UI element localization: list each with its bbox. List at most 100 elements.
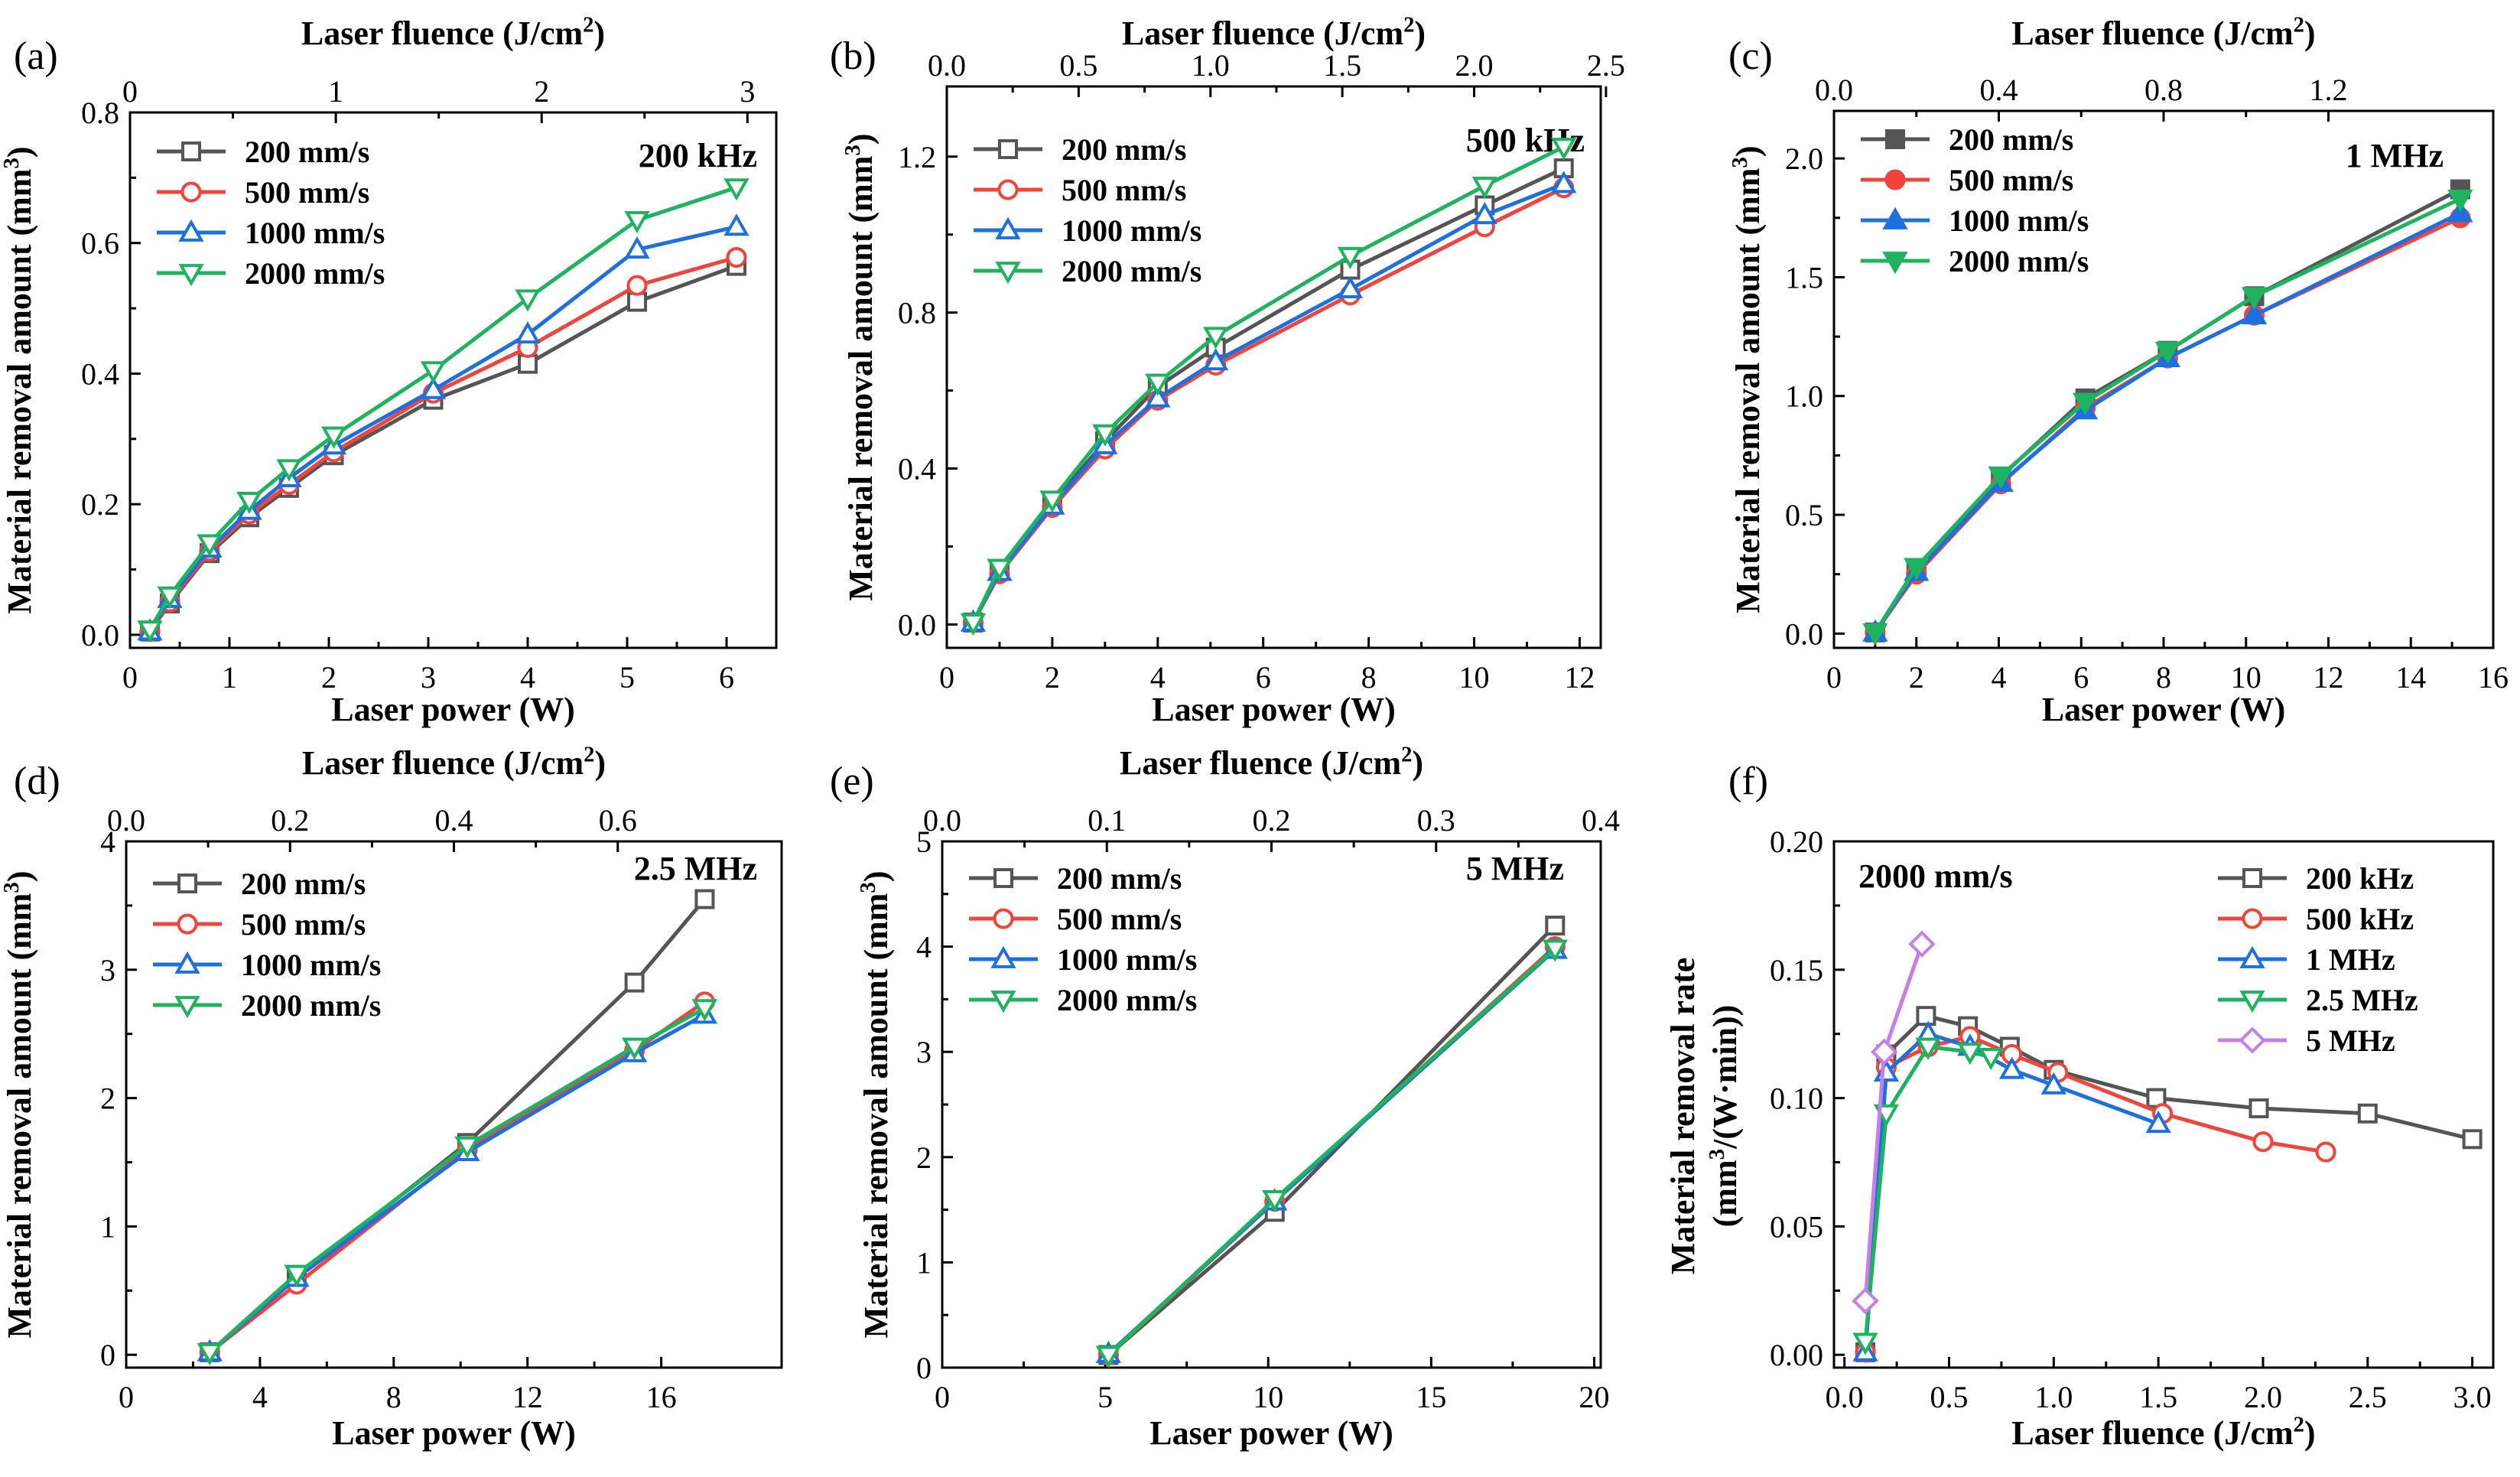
data-point: [1337, 246, 1364, 269]
legend-item: 2000 mm/s: [157, 256, 385, 291]
y-tick-label: 1.2: [898, 140, 936, 174]
panel-label: (b): [830, 34, 876, 78]
legend-item: 200 mm/s: [969, 861, 1182, 896]
x-tick-label: 5: [619, 660, 635, 695]
y-axis-title-close: ): [1, 146, 38, 158]
series-line: [148, 255, 737, 633]
x-tick-label: 12: [1564, 660, 1595, 695]
x-axis-title: Laser power (W): [1152, 691, 1396, 728]
x-tick-label: 0.5: [1930, 1380, 1969, 1414]
x2-tick-label: 0.0: [1815, 73, 1853, 107]
x2-axis-title-exp: 2: [583, 13, 593, 37]
y-tick-label: 4: [916, 930, 932, 965]
legend-marker: [2242, 868, 2262, 888]
data-point: [1852, 1287, 1879, 1315]
panel-label: (e): [830, 760, 874, 803]
x2-axis-title-text: Laser fluence (J/cm: [301, 15, 583, 52]
x2-tick-label: 0.2: [271, 803, 309, 838]
series-2000-mm-s: [137, 178, 749, 643]
plot-frame: [1832, 109, 2495, 649]
legend-label: 1000 mm/s: [1949, 203, 2089, 238]
y-tick-label: 3: [100, 953, 115, 987]
data-point: [1262, 1189, 1288, 1213]
data-point: [518, 353, 538, 374]
data-point: [2154, 341, 2181, 364]
data-point: [1908, 930, 1936, 958]
x-tick-label: 1.5: [2139, 1380, 2177, 1414]
plot-frame: [1832, 840, 2495, 1369]
series-2000-mm-s: [960, 138, 1577, 636]
legend-marker: [1885, 129, 1905, 149]
data-point: [1915, 1037, 1941, 1060]
x2-axis-title-exp: 2: [1403, 13, 1414, 37]
y-tick-label: 1: [100, 1209, 115, 1244]
legend-marker: [2239, 991, 2265, 1013]
series-line: [971, 182, 1565, 624]
x2-tick-label: 0: [122, 74, 138, 109]
legend-marker: [181, 142, 201, 161]
legend-marker: [995, 262, 1021, 285]
x-tick-label: 8: [2156, 660, 2171, 695]
data-point: [1551, 138, 1577, 161]
x-tick-label: 16: [2478, 660, 2509, 695]
data-point: [1095, 1345, 1122, 1368]
x-tick-label: 16: [646, 1380, 677, 1414]
x-tick-label: 2.5: [2349, 1380, 2387, 1414]
data-point: [624, 972, 645, 993]
x2-axis-title-close: ): [593, 15, 605, 52]
x-axis-title: Laser power (W): [332, 1414, 576, 1452]
data-point: [2040, 1072, 2066, 1095]
y-axis-title-exp: 3: [1728, 157, 1752, 168]
data-point: [1862, 623, 1888, 646]
x-axis-title: Laser power (W): [331, 691, 575, 728]
data-point: [1870, 1038, 1898, 1065]
y-tick-label: 0.00: [1770, 1338, 1823, 1372]
data-point: [1916, 1006, 1936, 1026]
data-point: [2447, 190, 2473, 213]
y-axis-title-exp: 3: [0, 882, 24, 893]
x-tick-label: 0.0: [1826, 1380, 1864, 1414]
x2-axis-title: Laser fluence (J/cm2): [2011, 13, 2315, 52]
data-point: [2072, 392, 2099, 415]
x2-tick-label: 0.2: [1253, 803, 1291, 838]
legend-item: 200 mm/s: [974, 132, 1186, 167]
plot-frame: [945, 85, 1602, 649]
y-axis-unit: (mm3/(W·min)): [1705, 1005, 1744, 1228]
legend-label: 200 mm/s: [245, 135, 369, 169]
y-axis-title: Material removal rate: [1664, 958, 1702, 1275]
series-5-MHz: [1852, 930, 1936, 1315]
x2-axis-title-exp: 2: [584, 743, 594, 766]
data-point: [197, 1342, 223, 1366]
legend-label: 2000 mm/s: [1057, 983, 1197, 1017]
legend: 200 mm/s 500 mm/s 1000 mm/s 2000 mm/s: [974, 132, 1201, 288]
inset-label: 1 MHz: [2346, 137, 2444, 174]
x2-axis-title-exp: 2: [2294, 13, 2304, 37]
inset-label: 2.5 MHz: [634, 850, 757, 887]
x2-tick-label: 0.0: [928, 48, 966, 83]
data-point: [2252, 1131, 2274, 1153]
x2-tick-label: 0.4: [435, 803, 473, 838]
legend-marker: [995, 216, 1021, 239]
x2-tick-label: 1.5: [1323, 48, 1361, 83]
legend-marker: [1882, 207, 1908, 229]
data-point: [197, 534, 223, 557]
legend-marker: [2239, 945, 2265, 968]
legend-label: 2000 mm/s: [1062, 254, 1201, 288]
x2-tick-label: 0.5: [1059, 48, 1097, 83]
legend-label: 500 mm/s: [245, 175, 369, 210]
data-point: [723, 213, 749, 236]
x2-tick-label: 3: [740, 74, 755, 109]
data-point: [987, 558, 1013, 581]
y-tick-label: 0: [916, 1351, 932, 1385]
data-point: [2241, 287, 2268, 310]
legend-label: 2000 mm/s: [245, 256, 385, 291]
x2-axis-title: Laser fluence (J/cm2): [301, 13, 605, 52]
series-line: [971, 186, 1565, 624]
y-tick-label: 0.5: [1785, 498, 1823, 532]
legend: 200 mm/s 500 mm/s 1000 mm/s 2000 mm/s: [153, 867, 381, 1023]
legend-marker: [174, 996, 200, 1019]
y-axis-title-text: Material removal amount (mm: [857, 893, 895, 1339]
data-point: [726, 246, 747, 268]
x-tick-label: 0: [119, 1380, 134, 1414]
y-axis-title-close: ): [842, 133, 880, 145]
